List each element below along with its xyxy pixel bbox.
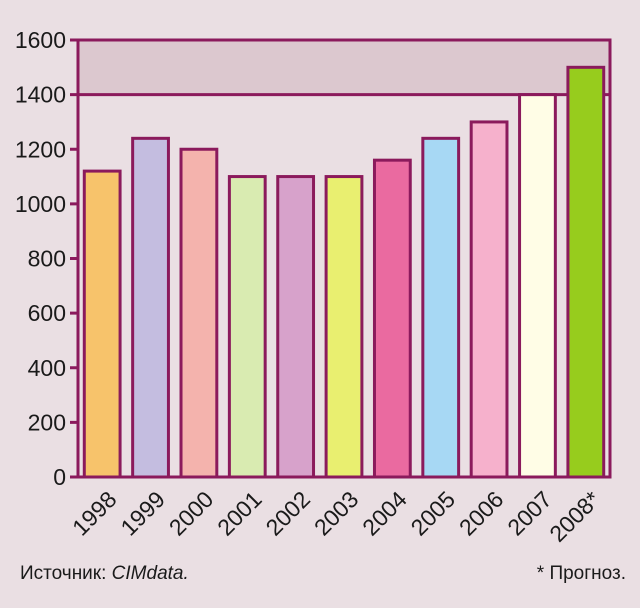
y-tick-label: 1000 (15, 191, 66, 217)
source-name: CIMdata. (111, 563, 189, 584)
bar-2001 (227, 175, 267, 479)
y-tick-label: 1400 (15, 82, 66, 108)
x-tick-label: 2004 (357, 486, 412, 541)
x-tick-label: 2008* (544, 486, 605, 547)
bar-1999 (131, 136, 170, 479)
x-tick-label: 2001 (212, 486, 267, 541)
plot-frame (76, 38, 612, 479)
x-tick-label: 2002 (260, 486, 315, 541)
bar-2007 (518, 93, 557, 479)
x-tick-label: 2006 (454, 486, 509, 541)
source-prefix: Источник: (20, 563, 112, 584)
x-tick-label: 1999 (115, 486, 170, 541)
highlight-band (78, 40, 610, 95)
x-tick-label: 2005 (406, 486, 461, 541)
bar-2006 (469, 120, 509, 479)
y-tick-label: 1200 (15, 136, 66, 162)
source-note: Источник: CIMdata. (20, 563, 189, 585)
bar-2002 (276, 175, 316, 479)
y-tick-label: 200 (28, 409, 66, 435)
x-tick-label: 2003 (309, 486, 364, 541)
bar-2005 (421, 136, 461, 479)
bar-1998 (82, 169, 122, 479)
bar-2004 (372, 158, 412, 479)
y-tick-label: 0 (53, 464, 66, 490)
bar-2003 (324, 175, 364, 479)
x-tick-label: 2000 (164, 486, 219, 541)
y-tick-label: 800 (28, 246, 66, 272)
bar-2000 (179, 147, 219, 479)
x-tick-label: 1998 (67, 486, 122, 541)
forecast-footnote: * Прогноз. (536, 563, 626, 584)
y-tick-label: 400 (28, 355, 66, 381)
y-tick-label: 600 (28, 300, 66, 326)
y-tick-label: 1600 (15, 27, 66, 53)
bar-2008 (566, 65, 606, 479)
